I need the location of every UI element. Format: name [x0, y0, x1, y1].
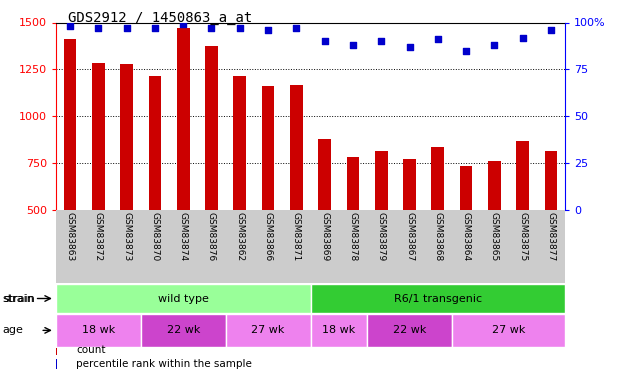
Bar — [92, 63, 105, 210]
Text: GSM83868: GSM83868 — [433, 212, 442, 261]
Point — [489, 42, 499, 48]
Text: 18 wk: 18 wk — [82, 326, 115, 335]
Text: 22 wk: 22 wk — [166, 326, 200, 335]
Text: GSM83872: GSM83872 — [94, 212, 103, 261]
Bar — [347, 157, 360, 210]
Point — [207, 25, 217, 31]
Text: GSM83871: GSM83871 — [292, 212, 301, 261]
Point — [348, 42, 358, 48]
Bar — [488, 161, 501, 210]
Bar — [148, 76, 161, 210]
Point — [122, 25, 132, 31]
Bar — [56, 314, 141, 347]
Bar — [56, 284, 310, 313]
Text: GSM83862: GSM83862 — [235, 212, 244, 261]
Text: GSM83863: GSM83863 — [66, 212, 75, 261]
Text: GSM83865: GSM83865 — [490, 212, 499, 261]
Bar — [64, 39, 76, 210]
Text: GSM83874: GSM83874 — [179, 212, 188, 261]
Bar — [290, 86, 302, 210]
Text: GSM83873: GSM83873 — [122, 212, 131, 261]
Point — [546, 27, 556, 33]
Bar — [403, 159, 416, 210]
Text: GSM83866: GSM83866 — [263, 212, 273, 261]
Bar — [367, 314, 452, 347]
Text: GDS2912 / 1450863_a_at: GDS2912 / 1450863_a_at — [68, 11, 253, 25]
Text: count: count — [76, 345, 106, 355]
Text: 18 wk: 18 wk — [322, 326, 355, 335]
Text: GSM83875: GSM83875 — [518, 212, 527, 261]
Bar — [310, 314, 367, 347]
Bar — [120, 64, 133, 210]
Text: R6/1 transgenic: R6/1 transgenic — [394, 294, 482, 303]
Bar — [205, 46, 218, 210]
Bar — [141, 314, 225, 347]
Bar — [177, 28, 189, 210]
Bar — [319, 139, 331, 210]
Point — [235, 25, 245, 31]
Point — [93, 25, 103, 31]
Bar — [460, 166, 473, 210]
Text: GSM83877: GSM83877 — [546, 212, 555, 261]
Bar — [233, 76, 246, 210]
Point — [291, 25, 301, 31]
Point — [178, 21, 188, 27]
Point — [404, 44, 414, 50]
Bar — [452, 314, 565, 347]
Point — [461, 48, 471, 54]
Text: GSM83869: GSM83869 — [320, 212, 329, 261]
Text: GSM83870: GSM83870 — [150, 212, 160, 261]
Bar — [545, 151, 557, 210]
Text: GSM83864: GSM83864 — [461, 212, 471, 261]
Bar — [261, 86, 274, 210]
Text: strain: strain — [3, 294, 35, 303]
Point — [65, 23, 75, 29]
Text: 22 wk: 22 wk — [393, 326, 426, 335]
Bar — [56, 359, 57, 369]
Text: wild type: wild type — [158, 294, 209, 303]
Bar — [56, 345, 57, 355]
Point — [376, 38, 386, 44]
Bar — [432, 147, 444, 210]
Text: GSM83876: GSM83876 — [207, 212, 216, 261]
Text: 27 wk: 27 wk — [492, 326, 525, 335]
Point — [433, 36, 443, 42]
Point — [263, 27, 273, 33]
Point — [518, 34, 528, 40]
Bar — [375, 151, 388, 210]
Bar — [225, 314, 310, 347]
Bar — [516, 141, 529, 210]
Bar — [310, 284, 565, 313]
Text: GSM83878: GSM83878 — [348, 212, 358, 261]
Text: 27 wk: 27 wk — [252, 326, 285, 335]
Point — [150, 25, 160, 31]
Point — [320, 38, 330, 44]
Text: GSM83879: GSM83879 — [377, 212, 386, 261]
Text: percentile rank within the sample: percentile rank within the sample — [76, 359, 252, 369]
Text: GSM83867: GSM83867 — [405, 212, 414, 261]
Text: strain: strain — [3, 294, 35, 303]
Text: age: age — [3, 326, 24, 335]
